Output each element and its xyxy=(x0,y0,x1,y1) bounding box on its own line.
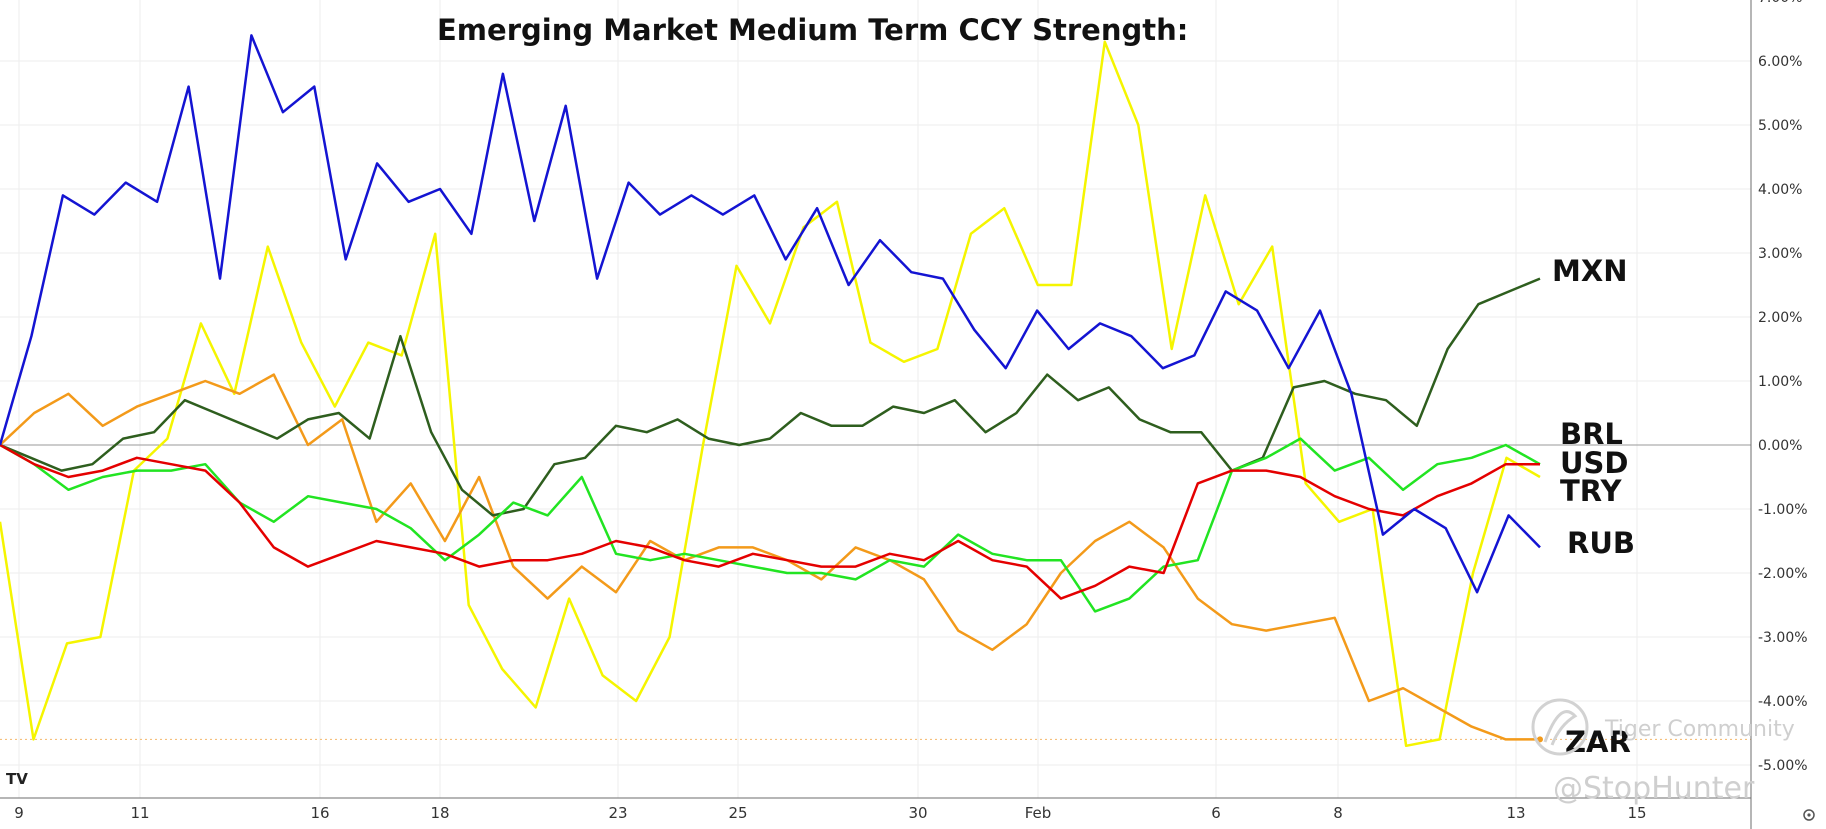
plot-area xyxy=(0,34,1543,748)
series-line-rub xyxy=(0,34,1541,594)
series-label-try: TRY xyxy=(1560,474,1623,508)
chart-title: Emerging Market Medium Term CCY Strength… xyxy=(437,13,1188,47)
watermark-community: Tiger Community xyxy=(1604,717,1795,742)
series-label-usd: USD xyxy=(1560,446,1629,480)
tiger-logo-icon xyxy=(1531,698,1589,756)
series-line-zar xyxy=(0,373,1540,741)
x-tick-label: 13 xyxy=(1506,804,1525,822)
y-tick-label: -3.00% xyxy=(1758,630,1808,646)
series-line-usd xyxy=(0,437,1541,613)
y-tick-label: -2.00% xyxy=(1758,566,1808,582)
y-tick-label: 6.00% xyxy=(1758,54,1802,70)
x-tick-label: 25 xyxy=(728,804,747,822)
y-tick-label: 0.00% xyxy=(1758,438,1802,454)
y-tick-label: -5.00% xyxy=(1758,758,1808,774)
x-tick-label: 6 xyxy=(1211,804,1221,822)
y-tick-label: -4.00% xyxy=(1758,694,1808,710)
y-tick-label: 5.00% xyxy=(1758,118,1802,134)
gridlines xyxy=(0,0,1751,798)
tradingview-logo-icon: TV xyxy=(6,770,28,788)
x-tick-label: 9 xyxy=(14,804,24,822)
x-tick-label: 16 xyxy=(310,804,329,822)
y-tick-label: 7.00% xyxy=(1758,0,1802,6)
series-line-mxn xyxy=(0,277,1541,517)
series-label-rub: RUB xyxy=(1567,526,1635,560)
series-line-try xyxy=(0,443,1540,600)
x-tick-label: 8 xyxy=(1333,804,1343,822)
y-tick-label: 2.00% xyxy=(1758,310,1802,326)
y-axis: 7.00% 6.00% 5.00% 4.00% 3.00% 2.00% 1.00% 0.00%… xyxy=(1758,0,1808,774)
x-tick-label: Feb xyxy=(1025,804,1052,822)
series-label-zar: ZAR xyxy=(1565,725,1631,759)
x-tick-label: 30 xyxy=(908,804,927,822)
y-tick-label: -1.00% xyxy=(1758,502,1808,518)
x-tick-label: 15 xyxy=(1627,804,1646,822)
y-tick-label: 1.00% xyxy=(1758,374,1802,390)
y-tick-label: 3.00% xyxy=(1758,246,1802,262)
x-tick-label: 18 xyxy=(430,804,449,822)
gear-icon[interactable] xyxy=(1803,809,1815,821)
watermark-handle: @StopHunter xyxy=(1553,771,1755,806)
x-tick-label: 23 xyxy=(608,804,627,822)
x-axis: 9 11 16 18 23 25 30 Feb 6 8 13 15 xyxy=(14,804,1646,822)
y-tick-label: 4.00% xyxy=(1758,182,1802,198)
series-line-brl xyxy=(0,40,1541,748)
series-label-mxn: MXN xyxy=(1552,254,1628,288)
x-tick-label: 11 xyxy=(130,804,149,822)
series-label-brl: BRL xyxy=(1560,417,1623,451)
